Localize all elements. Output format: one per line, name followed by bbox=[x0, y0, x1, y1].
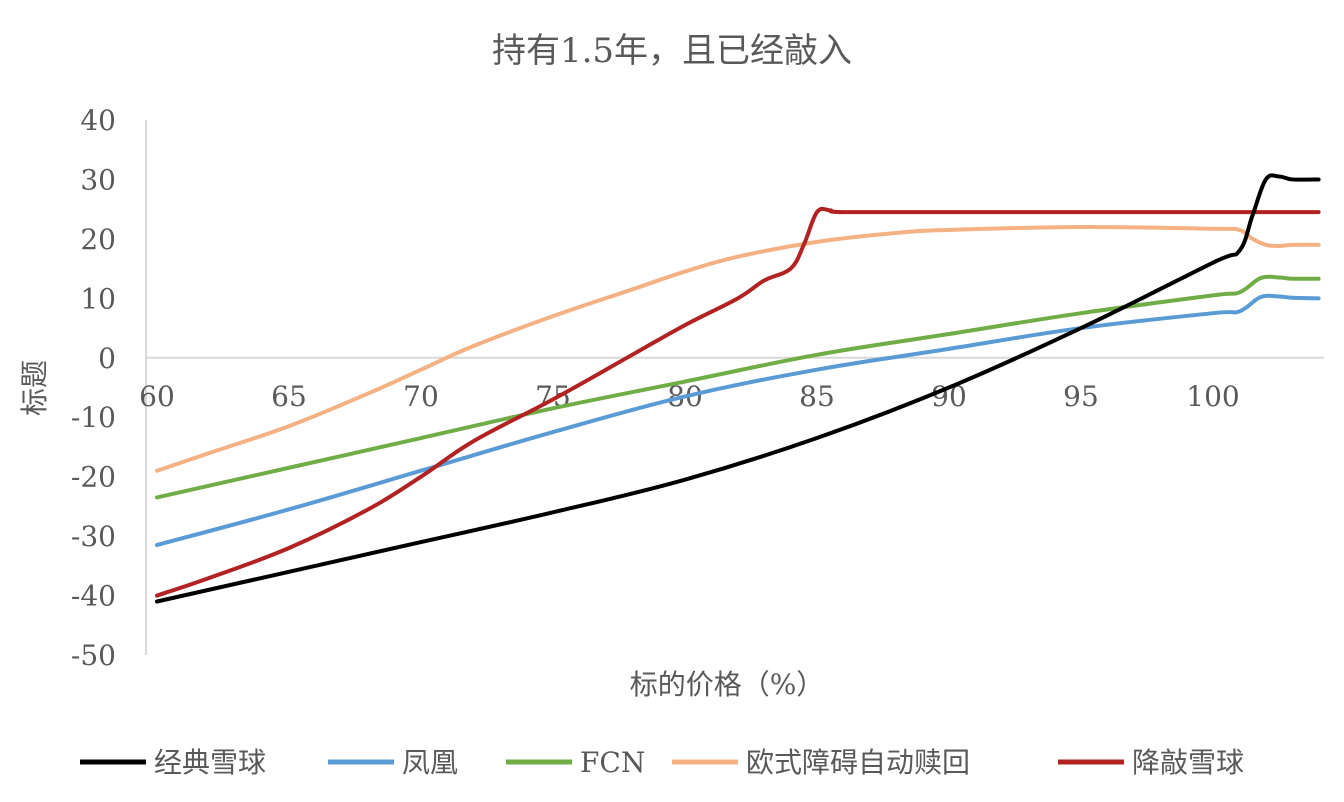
y-axis-title: 标题 bbox=[18, 360, 51, 416]
y-axis-ticks: 40 30 20 10 0 -10 -20 -30 -40 -50 bbox=[71, 104, 116, 672]
series-lines bbox=[155, 173, 1321, 604]
y-tick-label: 20 bbox=[80, 223, 116, 256]
y-tick-label: 30 bbox=[80, 163, 116, 196]
series-line bbox=[155, 206, 1321, 598]
x-tick-label: 60 bbox=[139, 380, 175, 413]
x-tick-label: 100 bbox=[1186, 380, 1239, 413]
legend-label: 欧式障碍自动赎回 bbox=[746, 746, 970, 779]
y-tick-label: 10 bbox=[80, 282, 116, 315]
x-axis-title: 标的价格（%） bbox=[630, 668, 825, 701]
y-tick-label: -40 bbox=[71, 580, 116, 613]
y-tick-label: 40 bbox=[80, 104, 116, 137]
x-tick-label: 90 bbox=[931, 380, 967, 413]
x-tick-label: 70 bbox=[403, 380, 439, 413]
chart-title: 持有1.5年，且已经敲入 bbox=[492, 31, 852, 71]
y-tick-label: -10 bbox=[71, 401, 116, 434]
legend-label: 经典雪球 bbox=[154, 746, 266, 779]
legend: 经典雪球 凤凰 FCN 欧式障碍自动赎回 降敲雪球 bbox=[80, 746, 1244, 779]
x-tick-label: 65 bbox=[271, 380, 307, 413]
series-line bbox=[155, 224, 1321, 473]
x-tick-label: 85 bbox=[799, 380, 835, 413]
legend-item: 经典雪球 bbox=[80, 746, 266, 779]
legend-item: FCN bbox=[506, 746, 645, 779]
legend-item: 凤凰 bbox=[328, 746, 458, 779]
series-line bbox=[155, 274, 1321, 500]
series-line bbox=[155, 293, 1321, 548]
legend-label: FCN bbox=[580, 746, 645, 779]
legend-label: 凤凰 bbox=[402, 746, 458, 779]
y-tick-label: -50 bbox=[71, 639, 116, 672]
x-tick-label: 95 bbox=[1063, 380, 1099, 413]
legend-label: 降敲雪球 bbox=[1132, 746, 1244, 779]
legend-item: 降敲雪球 bbox=[1058, 746, 1244, 779]
legend-item: 欧式障碍自动赎回 bbox=[672, 746, 970, 779]
y-tick-label: -30 bbox=[71, 520, 116, 553]
series-line bbox=[155, 173, 1321, 604]
y-tick-label: 0 bbox=[98, 342, 116, 375]
y-tick-label: -20 bbox=[71, 461, 116, 494]
